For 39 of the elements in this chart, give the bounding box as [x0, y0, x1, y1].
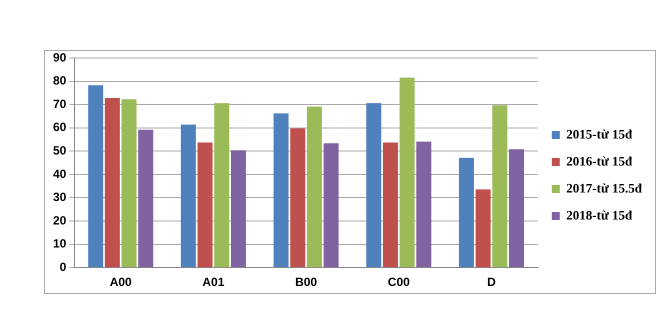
- y-tick-label: 80: [52, 74, 67, 88]
- y-tick-label: 30: [52, 190, 67, 204]
- x-tick-label: A00: [110, 275, 132, 290]
- bar: [458, 158, 474, 268]
- y-tick-label: 70: [52, 96, 67, 111]
- bar: [180, 124, 196, 268]
- bar: [274, 113, 289, 268]
- bar: [198, 142, 213, 268]
- y-tick-label: 50: [52, 143, 67, 158]
- bar: [492, 105, 508, 268]
- bar: [290, 128, 306, 268]
- y-tick-label: 10: [52, 236, 67, 251]
- bar: [88, 85, 104, 268]
- bar: [382, 142, 398, 268]
- bar: [476, 189, 491, 268]
- bar: [416, 142, 432, 268]
- bar: [230, 150, 246, 268]
- y-tick-label: 0: [60, 260, 67, 274]
- bar: [306, 106, 322, 268]
- legend-label: 2017-từ 15.5đ: [566, 180, 643, 196]
- x-tick-label: D: [487, 275, 496, 290]
- bar: [122, 99, 137, 268]
- y-tick-label: 60: [52, 120, 67, 134]
- bar: [138, 130, 154, 268]
- y-tick-label: 90: [52, 50, 67, 64]
- y-tick-label: 20: [52, 213, 67, 228]
- legend-label: 2015-từ 15đ: [566, 126, 634, 142]
- bar: [324, 143, 339, 268]
- bar: [104, 98, 120, 268]
- bar: [400, 78, 415, 268]
- x-tick-label: C00: [388, 275, 410, 290]
- legend-label: 2016-từ 15đ: [566, 153, 634, 168]
- x-tick-label: B00: [295, 275, 318, 290]
- bar: [214, 103, 230, 268]
- bar: [508, 149, 524, 268]
- legend-label: 2018-từ 15đ: [566, 207, 634, 222]
- y-tick-label: 40: [52, 166, 67, 181]
- bar: [366, 103, 382, 268]
- x-tick-label: A01: [202, 275, 225, 290]
